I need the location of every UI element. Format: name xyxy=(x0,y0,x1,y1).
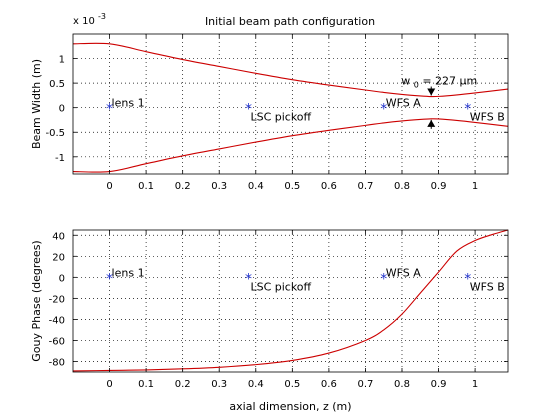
curves-bottom xyxy=(72,229,509,372)
x-tick-label: 0.3 xyxy=(211,181,227,192)
waist-annotation-sub: 0 xyxy=(414,81,419,90)
marker-point: * xyxy=(245,102,252,118)
marker-point: * xyxy=(464,271,471,287)
x-tick-label: 0.2 xyxy=(175,379,191,390)
y-tick-label: -60 xyxy=(49,336,65,347)
frame-top xyxy=(72,33,509,175)
marker-label: WFS A xyxy=(386,266,421,279)
marker-point: * xyxy=(245,271,252,287)
x-tick-label: 0.6 xyxy=(321,379,337,390)
x-tick-label: 0.3 xyxy=(211,379,227,390)
x-tick-label: 0.1 xyxy=(138,181,154,192)
x-tick-label: 0.1 xyxy=(138,379,154,390)
y-tick-label: 20 xyxy=(52,252,65,263)
waist-annotation: w 0 = 227 μm xyxy=(401,75,477,91)
marker-point: * xyxy=(380,271,387,287)
series-line xyxy=(72,42,509,98)
x-tick-label: 0.9 xyxy=(431,181,447,192)
x-tick-label: 1 xyxy=(472,379,478,390)
waist-arrow-bottom-head xyxy=(427,119,436,127)
y-tick-label: 0 xyxy=(59,273,65,284)
y-tick-label: 40 xyxy=(52,231,65,242)
y-tick-label: -1 xyxy=(55,153,65,164)
marker-point: * xyxy=(380,102,387,118)
xticks-top: 0 0.1 0.2 0.3 0.4 0.5 0.6 0.7 0.8 0.9 1 xyxy=(106,34,478,192)
y-axis-label-bottom: Gouy Phase (degrees) xyxy=(30,240,43,361)
marker-label: lens 1 xyxy=(112,266,145,279)
x-tick-label: 0.8 xyxy=(394,181,410,192)
y-tick-label: -20 xyxy=(49,294,65,305)
series-line xyxy=(72,229,509,372)
x-tick-label: 0.5 xyxy=(284,379,300,390)
x-tick-label: 0.7 xyxy=(357,379,373,390)
y-tick-label: -80 xyxy=(49,357,65,368)
marker-label: LSC pickoff xyxy=(250,111,311,124)
waist-arrow-top-head xyxy=(427,88,436,96)
marker-label: lens 1 xyxy=(112,97,145,110)
frame-bottom xyxy=(72,229,509,373)
xticks-bottom: 0 0.1 0.2 0.3 0.4 0.5 0.6 0.7 0.8 0.9 1 xyxy=(106,230,478,390)
x-tick-label: 0.9 xyxy=(431,379,447,390)
x-tick-label: 0.5 xyxy=(284,181,300,192)
markers-top: *lens 1 *LSC pickoff *WFS A *WFS B xyxy=(106,97,505,124)
grid-top xyxy=(73,34,508,174)
y-tick-label: -0.5 xyxy=(45,128,65,139)
curves-top xyxy=(72,42,509,173)
y-tick-label: 0.5 xyxy=(49,79,65,90)
y-multiplier-exp: -3 xyxy=(98,12,106,21)
x-tick-label: 0.4 xyxy=(248,379,264,390)
axes-bottom: *lens 1 *LSC pickoff *WFS A *WFS B 0 0.1 0.2 0… xyxy=(30,229,509,413)
y-tick-label: -40 xyxy=(49,315,65,326)
waist-annotation-unit: μm xyxy=(460,75,478,88)
x-tick-label: 0.7 xyxy=(357,181,373,192)
markers-bottom: *lens 1 *LSC pickoff *WFS A *WFS B xyxy=(106,266,505,293)
grid-bottom xyxy=(73,230,508,372)
x-tick-label: 0 xyxy=(106,379,112,390)
chart-title: Initial beam path configuration xyxy=(205,15,375,28)
y-multiplier: x 10 -3 xyxy=(73,12,106,27)
x-tick-label: 0 xyxy=(106,181,112,192)
marker-point: * xyxy=(464,102,471,118)
marker-label: WFS A xyxy=(386,97,421,110)
x-axis-label: axial dimension, z (m) xyxy=(229,400,351,413)
series-line xyxy=(72,118,509,173)
marker-point: * xyxy=(106,271,113,287)
yticks-top: -1 -0.5 0 0.5 1 xyxy=(45,55,508,164)
marker-label: WFS B xyxy=(470,280,505,293)
axes-top: *lens 1 *LSC pickoff *WFS A *WFS B 0 0.1 0.2 0… xyxy=(30,12,509,192)
marker-label: LSC pickoff xyxy=(250,280,311,293)
x-tick-label: 0.2 xyxy=(175,181,191,192)
x-tick-label: 0.4 xyxy=(248,181,264,192)
waist-annotation-value: = 227 xyxy=(422,75,456,88)
marker-label: WFS B xyxy=(470,111,505,124)
x-tick-label: 1 xyxy=(472,181,478,192)
waist-annotation-base: w xyxy=(401,75,410,88)
x-tick-label: 0.6 xyxy=(321,181,337,192)
marker-point: * xyxy=(106,102,113,118)
x-tick-label: 0.8 xyxy=(394,379,410,390)
yticks-bottom: -80 -60 -40 -20 0 20 40 xyxy=(49,231,508,368)
y-axis-label-top: Beam Width (m) xyxy=(30,59,43,149)
y-tick-label: 1 xyxy=(59,55,65,66)
y-multiplier-base: x 10 xyxy=(73,16,95,27)
y-tick-label: 0 xyxy=(59,104,65,115)
